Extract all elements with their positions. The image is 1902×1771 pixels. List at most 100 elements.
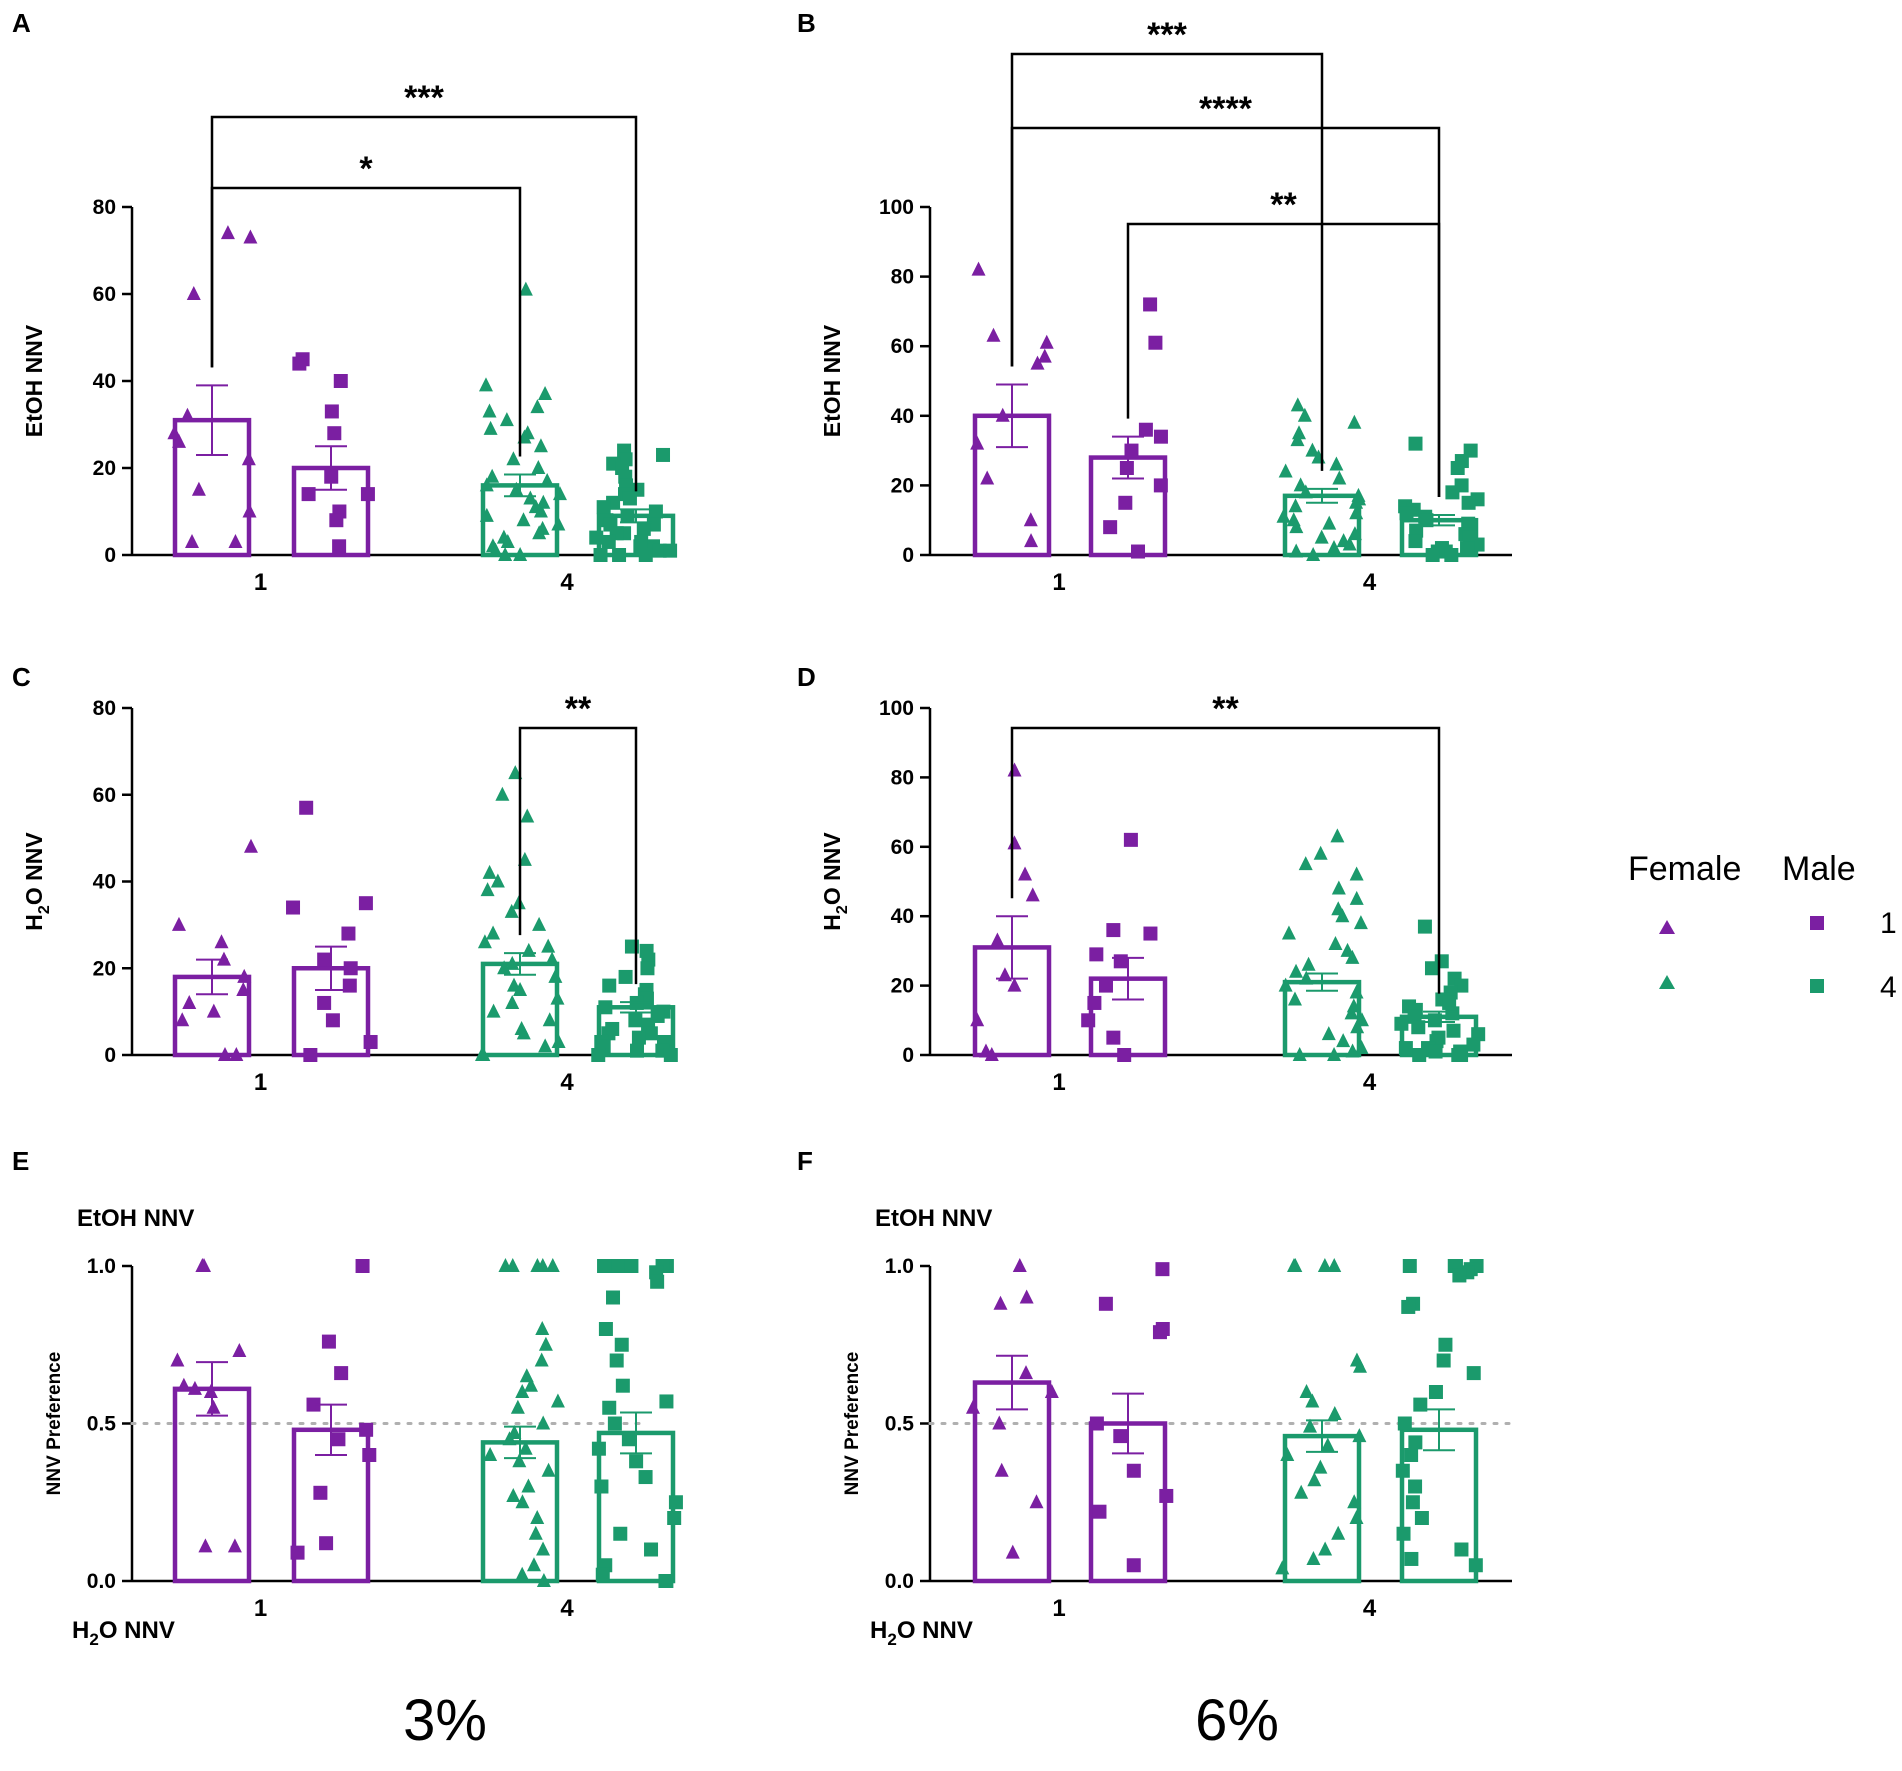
y-tick-label: 20: [891, 474, 914, 497]
data-point-square: [1424, 961, 1439, 976]
data-point-square: [1413, 1397, 1428, 1412]
data-point-square: [1124, 443, 1139, 458]
data-point-square: [327, 426, 342, 441]
y-tick-label: 60: [891, 836, 914, 859]
data-point-square: [621, 1432, 636, 1447]
series-1-male: [286, 800, 378, 1062]
data-point-triangle: [502, 1431, 517, 1446]
data-point-triangle: [243, 838, 258, 853]
data-point-square: [299, 800, 314, 815]
data-point-triangle: [550, 990, 565, 1005]
data-point-square: [609, 1353, 624, 1368]
data-point-triangle: [520, 808, 535, 823]
data-point-triangle: [536, 1541, 551, 1556]
data-point-triangle: [505, 955, 520, 970]
data-point-square: [596, 500, 611, 515]
data-point-triangle: [1320, 1437, 1335, 1452]
data-point-triangle: [228, 533, 243, 548]
data-point-square: [1466, 1366, 1481, 1381]
data-point-square: [1461, 495, 1476, 510]
significance-bracket: **: [518, 690, 638, 985]
data-point-triangle: [513, 547, 528, 561]
data-point-triangle: [229, 1047, 244, 1061]
data-point-square: [1444, 548, 1459, 562]
data-point-triangle: [203, 1384, 218, 1398]
data-point-square: [1138, 422, 1153, 437]
y-axis-label: EtOH NNV: [819, 324, 845, 437]
data-point-triangle: [551, 1033, 566, 1048]
data-point-triangle: [528, 1525, 543, 1540]
data-point-triangle: [1039, 334, 1054, 349]
data-point-triangle: [993, 1295, 1008, 1310]
data-point-triangle: [1329, 456, 1344, 471]
data-point-triangle: [1349, 890, 1364, 905]
data-point-square: [598, 1000, 613, 1015]
series-4-female: [475, 765, 566, 1061]
data-point-triangle: [1354, 1040, 1369, 1055]
data-point-triangle: [1330, 828, 1345, 843]
data-point-triangle: [515, 1566, 530, 1581]
data-point-square: [1414, 1511, 1429, 1525]
significance-stars: ****: [1199, 90, 1253, 128]
legend-male-header: Male: [1782, 850, 1856, 888]
significance-stars: **: [565, 690, 592, 728]
legend-female-1-triangle-icon: [1659, 920, 1675, 934]
data-point-square: [286, 900, 301, 915]
data-point-triangle: [498, 1258, 513, 1272]
y-tick-label: 80: [93, 697, 116, 720]
data-point-square: [1445, 485, 1460, 500]
data-point-square: [624, 1259, 639, 1273]
data-point-square: [628, 1013, 643, 1028]
data-point-triangle: [532, 916, 547, 931]
data-point-triangle: [971, 261, 986, 276]
data-point-triangle: [970, 435, 985, 450]
y-tick-label: 40: [891, 405, 914, 428]
data-point-triangle: [1347, 526, 1362, 541]
data-point-triangle: [521, 942, 536, 957]
data-point-square: [1113, 954, 1128, 969]
series-4-female: [1275, 1258, 1368, 1584]
data-point-square: [301, 487, 316, 502]
data-point-triangle: [538, 386, 553, 401]
data-point-triangle: [515, 1494, 530, 1509]
x-category-label: 1: [1052, 569, 1065, 596]
series-4-male: [1395, 1259, 1484, 1584]
significance-bracket: ***: [210, 79, 638, 492]
significance-stars: **: [1270, 186, 1297, 224]
data-point-triangle: [1019, 1289, 1034, 1304]
series-1-female: [970, 762, 1052, 1061]
data-point-triangle: [990, 932, 1005, 947]
data-point-triangle: [182, 994, 197, 1009]
legend-female-header: Female: [1628, 850, 1741, 888]
data-point-triangle: [1345, 1043, 1360, 1058]
data-point-square: [602, 1400, 617, 1415]
data-point-square: [1399, 506, 1414, 521]
data-point-square: [317, 952, 332, 967]
data-point-square: [313, 1485, 328, 1500]
series-1-male: [1081, 832, 1168, 1062]
data-point-triangle: [513, 981, 528, 996]
data-point-triangle: [497, 960, 512, 975]
y-tick-label: 0.5: [885, 1413, 915, 1436]
data-point-triangle: [1306, 1550, 1321, 1565]
data-point-square: [594, 1479, 609, 1494]
data-point-triangle: [482, 403, 497, 418]
data-point-triangle: [176, 1377, 191, 1392]
y-tick-label: 80: [891, 766, 914, 789]
data-point-triangle: [1029, 1494, 1044, 1509]
bottom-axis-label: H2O NNV: [870, 1617, 973, 1649]
data-point-triangle: [236, 981, 251, 996]
data-point-triangle: [1012, 1258, 1027, 1272]
data-point-square: [1153, 478, 1168, 493]
data-point-triangle: [1352, 1428, 1367, 1443]
panel-letter: F: [797, 1146, 813, 1176]
data-point-square: [1118, 495, 1133, 510]
y-axis-label: H2O NNV: [21, 832, 53, 931]
data-point-square: [607, 1416, 622, 1431]
data-point-square: [1408, 1479, 1423, 1494]
data-point-triangle: [1332, 470, 1347, 485]
significance-stars: *: [359, 150, 373, 188]
data-point-square: [1401, 1299, 1416, 1314]
